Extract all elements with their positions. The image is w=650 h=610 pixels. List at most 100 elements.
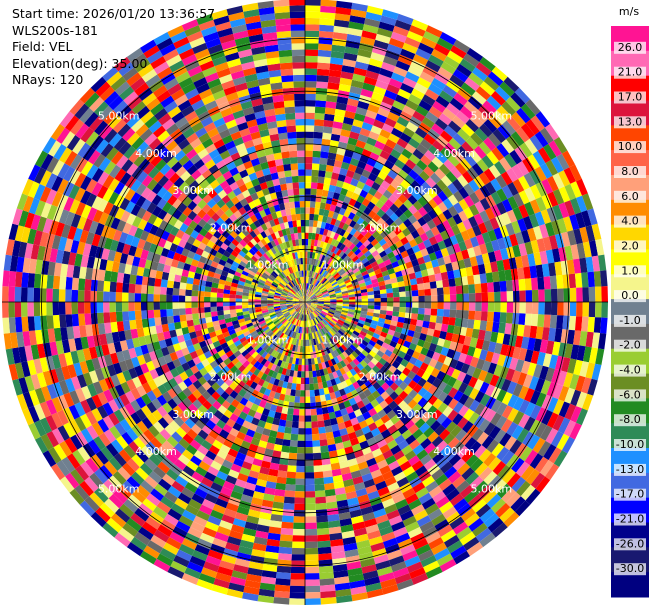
velocity-cell <box>393 226 402 236</box>
velocity-cell <box>317 302 324 304</box>
velocity-cell <box>518 347 528 361</box>
velocity-cell <box>368 350 377 358</box>
velocity-cell <box>453 401 464 414</box>
velocity-cell <box>483 76 500 91</box>
velocity-cell <box>281 515 294 523</box>
velocity-cell <box>345 217 353 226</box>
velocity-cell <box>374 176 385 186</box>
velocity-cell <box>192 284 199 291</box>
velocity-cell <box>329 293 336 297</box>
velocity-cell <box>140 293 148 302</box>
velocity-cell <box>357 100 370 110</box>
velocity-cell <box>414 345 423 354</box>
velocity-cell <box>436 223 446 234</box>
velocity-cell <box>368 369 377 378</box>
velocity-cell <box>312 287 318 293</box>
velocity-cell <box>305 516 317 523</box>
velocity-cell <box>305 472 315 479</box>
velocity-cell <box>469 192 480 205</box>
velocity-cell <box>506 209 518 223</box>
velocity-cell <box>506 167 519 183</box>
velocity-cell <box>310 278 314 285</box>
velocity-cell <box>423 355 432 365</box>
velocity-cell <box>434 43 451 56</box>
velocity-cell <box>305 298 311 302</box>
velocity-cell <box>308 277 312 284</box>
velocity-cell <box>305 106 316 113</box>
velocity-cell <box>348 324 356 331</box>
velocity-cell <box>329 295 337 299</box>
velocity-cell <box>539 339 549 354</box>
velocity-cell <box>392 100 406 111</box>
velocity-cell <box>332 32 348 41</box>
velocity-cell <box>438 113 452 126</box>
velocity-cell <box>354 339 362 346</box>
velocity-cell <box>479 123 493 138</box>
velocity-cell <box>318 432 327 441</box>
velocity-cell <box>337 329 345 336</box>
velocity-cell <box>488 164 501 179</box>
velocity-cell <box>356 378 365 387</box>
velocity-cell <box>380 15 397 26</box>
velocity-cell <box>340 335 348 343</box>
velocity-cell <box>600 270 608 287</box>
velocity-cell <box>398 372 408 382</box>
velocity-cell <box>415 465 428 477</box>
velocity-cell <box>191 296 198 302</box>
velocity-cell <box>349 299 356 302</box>
velocity-cell <box>397 400 408 410</box>
velocity-cell <box>383 337 392 345</box>
velocity-cell <box>448 317 456 326</box>
velocity-cell <box>311 427 319 435</box>
velocity-cell <box>473 347 482 359</box>
velocity-cell <box>475 358 486 370</box>
velocity-cell <box>310 305 316 310</box>
velocity-cell <box>545 123 560 141</box>
velocity-cell <box>525 469 540 485</box>
velocity-cell <box>471 428 484 441</box>
velocity-cell <box>317 267 323 274</box>
velocity-cell <box>457 128 471 142</box>
velocity-cell <box>563 302 571 316</box>
velocity-cell <box>433 266 441 275</box>
velocity-cell <box>312 226 317 234</box>
velocity-cell <box>305 497 316 504</box>
velocity-cell <box>348 308 355 313</box>
velocity-cell <box>428 145 441 157</box>
velocity-cell <box>404 419 415 430</box>
velocity-cell <box>533 364 543 379</box>
velocity-cell <box>453 190 464 203</box>
velocity-cell <box>448 398 459 410</box>
velocity-cell <box>380 230 389 239</box>
velocity-cell <box>340 129 351 138</box>
velocity-cell <box>338 193 346 202</box>
velocity-cell <box>354 248 362 256</box>
velocity-cell <box>315 195 322 203</box>
velocity-cell <box>354 166 365 176</box>
velocity-cell <box>334 274 341 280</box>
velocity-cell <box>523 325 531 338</box>
velocity-cell <box>492 460 507 476</box>
velocity-cell <box>305 390 310 397</box>
velocity-cell <box>368 407 378 417</box>
velocity-cell <box>513 290 520 302</box>
velocity-cell <box>305 554 319 561</box>
velocity-cell <box>351 192 360 201</box>
velocity-cell <box>312 157 321 164</box>
velocity-cell <box>391 235 401 244</box>
velocity-cell <box>389 203 399 213</box>
velocity-cell <box>415 48 432 61</box>
velocity-cell <box>363 336 371 344</box>
velocity-cell <box>437 240 447 250</box>
velocity-cell <box>479 508 496 523</box>
velocity-cell <box>210 302 217 307</box>
velocity-cell <box>513 302 520 314</box>
velocity-cell <box>27 302 34 317</box>
velocity-cell <box>535 407 548 423</box>
velocity-cell <box>324 171 333 179</box>
velocity-cell <box>308 264 311 271</box>
velocity-cell <box>400 48 416 60</box>
velocity-cell <box>364 223 373 232</box>
velocity-cell <box>404 143 417 154</box>
velocity-cell <box>545 367 555 382</box>
